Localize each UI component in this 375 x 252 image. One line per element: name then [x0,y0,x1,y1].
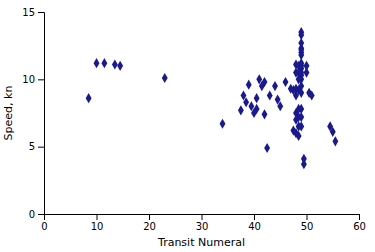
point [162,73,168,83]
x-axis-title: Transit Numeral [157,236,245,249]
point [262,77,268,87]
y-tick: 15 [22,7,44,18]
point [304,68,310,78]
point [309,90,315,100]
point [238,105,244,115]
y-tick-label: 5 [29,141,35,152]
y-axis: 0 5 10 15 [22,7,44,220]
x-tick-label: 40 [248,221,261,232]
x-tick-label: 30 [196,221,209,232]
point [301,159,307,169]
x-tick-mark [202,214,203,220]
point [112,59,118,69]
point [117,61,123,71]
point [220,119,226,129]
y-tick-mark [38,147,44,148]
point [298,88,304,98]
x-axis-line [45,215,360,221]
point [277,101,283,111]
point [298,121,304,131]
point [246,80,252,90]
x-tick: 20 [143,214,156,232]
x-tick-label: 0 [41,221,47,232]
y-tick: 5 [29,141,44,152]
y-tick-label: 10 [22,74,35,85]
point [254,104,260,114]
point [296,131,302,141]
x-tick-label: 10 [91,221,104,232]
chart: 0 10 20 30 40 50 60 0 5 10 15 Transit Numeral Speed,… [0,0,375,252]
y-tick: 0 [29,209,44,220]
x-tick-mark [254,214,255,220]
points [86,27,339,169]
point [332,136,338,146]
x-tick: 0 [41,214,47,232]
point [94,58,100,68]
point [298,112,304,122]
x-tick-mark [149,214,150,220]
y-tick-mark [38,79,44,80]
y-tick-label: 15 [22,7,35,18]
x-tick-mark [359,214,360,220]
point [267,90,273,100]
point [330,127,336,137]
point [272,81,278,91]
point [262,109,268,119]
x-tick-label: 50 [301,221,314,232]
y-tick-label: 0 [29,209,35,220]
y-tick-mark [38,214,44,215]
point [101,58,107,68]
point [254,93,260,103]
point [283,77,289,87]
x-tick-mark [307,214,308,220]
chart-container: 0 10 20 30 40 50 60 0 5 10 15 Transit Numeral Speed,… [0,0,375,252]
y-tick-mark [38,12,44,13]
x-axis: 0 10 20 30 40 50 60 [41,214,366,232]
y-axis-title: Speed, kn [2,86,15,141]
point [264,143,270,153]
y-tick: 10 [22,74,44,85]
x-tick-mark [97,214,98,220]
point [86,93,92,103]
x-tick: 10 [91,214,104,232]
x-tick: 60 [353,214,366,232]
x-tick: 50 [301,214,314,232]
y-axis-line [38,13,45,215]
x-tick-label: 60 [353,221,366,232]
x-tick: 30 [196,214,209,232]
x-tick: 40 [248,214,261,232]
x-tick-label: 20 [143,221,156,232]
point [243,97,249,107]
